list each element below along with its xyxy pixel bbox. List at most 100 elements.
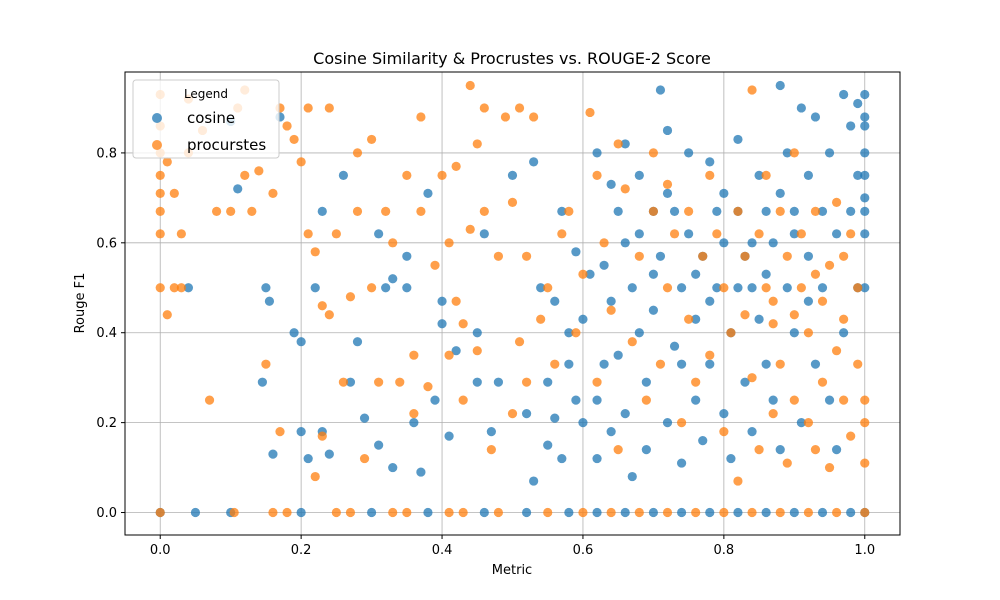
scatter-point-cosine bbox=[606, 179, 616, 189]
scatter-point-cosine bbox=[543, 440, 553, 450]
scatter-point-cosine bbox=[860, 283, 870, 293]
scatter-point-procurstes bbox=[831, 507, 842, 518]
scatter-point-cosine bbox=[761, 269, 771, 279]
scatter-point-procurstes bbox=[289, 134, 299, 145]
y-tick-label: 0.0 bbox=[96, 506, 117, 521]
scatter-point-cosine bbox=[662, 188, 673, 198]
scatter-point-procurstes bbox=[162, 310, 172, 320]
scatter-point-procurstes bbox=[324, 103, 334, 113]
scatter-point-cosine bbox=[620, 409, 630, 419]
scatter-point-procurstes bbox=[176, 229, 186, 239]
scatter-point-procurstes bbox=[768, 319, 778, 329]
scatter-point-procurstes bbox=[500, 112, 511, 122]
scatter-point-procurstes bbox=[169, 283, 179, 293]
scatter-point-cosine bbox=[853, 98, 863, 109]
scatter-point-procurstes bbox=[606, 507, 616, 518]
scatter-point-cosine bbox=[423, 188, 433, 198]
legend-label-cosine: cosine bbox=[187, 109, 235, 127]
scatter-point-cosine bbox=[345, 377, 356, 387]
scatter-point-cosine bbox=[641, 377, 651, 387]
scatter-point-cosine bbox=[641, 444, 651, 455]
scatter-point-procurstes bbox=[648, 148, 659, 158]
scatter-point-cosine bbox=[705, 359, 715, 369]
scatter-point-cosine bbox=[402, 251, 412, 261]
scatter-point-procurstes bbox=[747, 373, 757, 383]
scatter-point-cosine bbox=[705, 296, 715, 306]
scatter-point-cosine bbox=[796, 103, 806, 113]
scatter-point-procurstes bbox=[162, 157, 172, 167]
scatter-point-procurstes bbox=[599, 238, 609, 248]
scatter-point-procurstes bbox=[761, 283, 771, 293]
scatter-point-cosine bbox=[662, 125, 673, 136]
scatter-point-procurstes bbox=[860, 395, 870, 405]
scatter-point-procurstes bbox=[352, 148, 363, 158]
scatter-point-cosine bbox=[620, 139, 630, 149]
scatter-point-cosine bbox=[648, 269, 659, 279]
scatter-point-procurstes bbox=[740, 251, 750, 261]
scatter-point-procurstes bbox=[824, 260, 835, 270]
scatter-point-procurstes bbox=[782, 458, 792, 468]
scatter-point-procurstes bbox=[754, 229, 764, 239]
scatter-point-procurstes bbox=[388, 507, 398, 518]
scatter-point-procurstes bbox=[229, 507, 239, 518]
scatter-point-procurstes bbox=[261, 359, 271, 369]
scatter-point-procurstes bbox=[240, 170, 250, 180]
scatter-point-procurstes bbox=[543, 283, 553, 293]
scatter-point-cosine bbox=[479, 507, 489, 518]
scatter-point-procurstes bbox=[458, 507, 468, 518]
scatter-point-procurstes bbox=[331, 507, 341, 518]
scatter-point-cosine bbox=[190, 507, 201, 518]
scatter-point-cosine bbox=[233, 184, 243, 194]
scatter-point-procurstes bbox=[493, 251, 504, 261]
scatter-point-procurstes bbox=[740, 310, 750, 320]
scatter-point-procurstes bbox=[853, 283, 863, 293]
scatter-point-cosine bbox=[388, 462, 398, 473]
scatter-point-procurstes bbox=[416, 206, 426, 216]
scatter-point-cosine bbox=[824, 148, 835, 158]
scatter-point-procurstes bbox=[155, 188, 165, 198]
scatter-point-cosine bbox=[402, 283, 412, 293]
scatter-point-cosine bbox=[846, 206, 856, 216]
scatter-point-procurstes bbox=[669, 229, 680, 239]
scatter-point-procurstes bbox=[676, 418, 687, 428]
scatter-point-procurstes bbox=[705, 170, 715, 180]
scatter-point-procurstes bbox=[719, 427, 729, 437]
scatter-point-procurstes bbox=[775, 206, 785, 216]
scatter-point-procurstes bbox=[719, 507, 729, 518]
scatter-point-cosine bbox=[803, 170, 814, 180]
x-tick-label: 0.2 bbox=[291, 543, 312, 558]
scatter-point-cosine bbox=[303, 453, 313, 464]
scatter-point-cosine bbox=[782, 148, 792, 158]
scatter-point-cosine bbox=[705, 157, 715, 167]
scatter-point-cosine bbox=[733, 283, 743, 293]
scatter-point-procurstes bbox=[155, 229, 165, 239]
legend-marker-cosine bbox=[152, 113, 162, 123]
scatter-point-procurstes bbox=[796, 283, 806, 293]
scatter-point-procurstes bbox=[155, 507, 165, 518]
scatter-point-cosine bbox=[359, 413, 370, 423]
scatter-point-procurstes bbox=[374, 377, 384, 387]
scatter-point-procurstes bbox=[824, 462, 835, 473]
legend: Legend cosine procurstes bbox=[132, 79, 280, 159]
scatter-point-cosine bbox=[592, 453, 602, 464]
scatter-point-cosine bbox=[747, 427, 757, 437]
scatter-point-cosine bbox=[289, 328, 299, 338]
scatter-point-procurstes bbox=[155, 170, 165, 180]
scatter-point-procurstes bbox=[803, 328, 814, 338]
scatter-point-cosine bbox=[761, 359, 771, 369]
scatter-point-cosine bbox=[705, 507, 715, 518]
scatter-point-cosine bbox=[839, 328, 849, 338]
scatter-point-procurstes bbox=[641, 395, 651, 405]
scatter-point-procurstes bbox=[747, 85, 757, 95]
scatter-point-cosine bbox=[599, 359, 609, 369]
scatter-point-procurstes bbox=[388, 238, 398, 248]
scatter-point-procurstes bbox=[282, 507, 292, 518]
scatter-point-procurstes bbox=[662, 507, 673, 518]
scatter-point-cosine bbox=[740, 377, 750, 387]
scatter-point-procurstes bbox=[529, 112, 539, 122]
scatter-point-procurstes bbox=[606, 305, 616, 315]
scatter-point-procurstes bbox=[444, 507, 454, 518]
scatter-point-procurstes bbox=[543, 507, 553, 518]
legend-label-procurstes: procurstes bbox=[187, 136, 266, 154]
